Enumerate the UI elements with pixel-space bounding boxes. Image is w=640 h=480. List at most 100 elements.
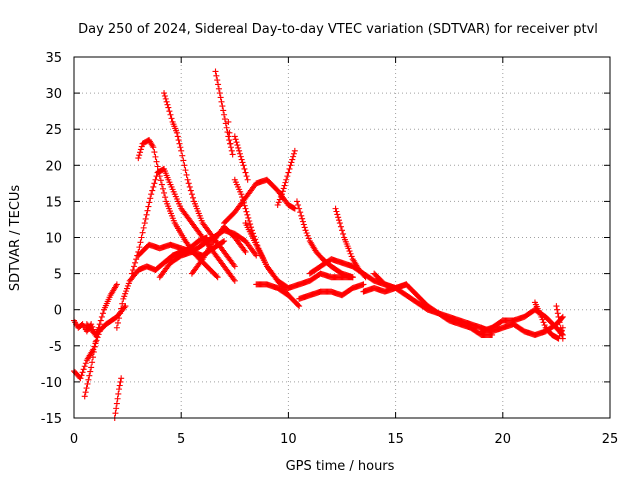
data-point xyxy=(223,124,230,131)
data-point xyxy=(287,162,294,169)
data-point xyxy=(340,230,347,237)
data-point xyxy=(284,291,291,298)
data-point xyxy=(215,81,222,88)
data-point xyxy=(184,176,191,183)
data-point xyxy=(241,247,248,254)
data-point xyxy=(176,140,183,147)
data-point xyxy=(138,234,145,241)
data-point xyxy=(166,108,173,115)
data-point xyxy=(121,304,128,311)
data-point xyxy=(82,389,89,396)
data-point xyxy=(299,218,306,225)
data-point xyxy=(183,171,190,178)
data-point xyxy=(144,207,151,214)
data-point xyxy=(186,183,193,190)
data-point xyxy=(84,380,91,387)
data-point xyxy=(214,274,221,281)
data-point xyxy=(114,395,121,402)
data-point xyxy=(154,163,161,170)
data-point xyxy=(337,223,344,230)
data-point xyxy=(346,248,353,255)
data-point xyxy=(117,378,124,385)
data-point xyxy=(98,313,105,320)
data-point xyxy=(300,221,307,228)
data-point xyxy=(216,90,223,97)
data-point xyxy=(304,232,311,239)
data-point xyxy=(151,180,158,187)
data-point xyxy=(556,319,563,326)
data-point xyxy=(181,162,188,169)
data-point xyxy=(349,274,356,281)
y-tick-label: -5 xyxy=(49,340,62,355)
data-point xyxy=(80,366,87,373)
data-point xyxy=(122,290,129,297)
data-point xyxy=(244,176,251,183)
series-s12 xyxy=(188,223,249,277)
data-point xyxy=(132,259,139,266)
y-axis-label: SDTVAR / TECUs xyxy=(8,185,23,292)
data-point xyxy=(116,382,123,389)
data-point xyxy=(332,205,339,212)
series-s5 xyxy=(111,375,125,421)
data-point xyxy=(347,250,354,257)
data-point xyxy=(161,92,168,99)
data-point xyxy=(226,137,233,144)
data-point xyxy=(83,385,90,392)
data-point xyxy=(362,274,369,281)
data-point xyxy=(282,179,289,186)
data-point xyxy=(334,211,341,218)
data-point xyxy=(138,143,145,150)
data-point xyxy=(253,252,260,259)
data-point xyxy=(335,217,342,224)
data-point xyxy=(242,248,249,255)
data-point xyxy=(125,280,132,287)
y-tick-label: 10 xyxy=(45,232,62,247)
data-point xyxy=(220,107,227,114)
data-point xyxy=(115,390,122,397)
data-point xyxy=(225,133,232,140)
data-point xyxy=(133,256,140,263)
data-point xyxy=(165,104,172,111)
data-point xyxy=(91,343,98,350)
data-point xyxy=(150,144,157,151)
data-point xyxy=(335,214,342,221)
data-point xyxy=(221,238,228,245)
data-point xyxy=(557,324,564,331)
data-point xyxy=(219,103,226,110)
data-point xyxy=(239,159,246,166)
data-point xyxy=(554,310,561,317)
data-point xyxy=(218,98,225,105)
data-point xyxy=(123,285,130,292)
y-tick-label: 30 xyxy=(45,87,62,102)
data-point xyxy=(159,185,166,192)
data-point xyxy=(234,142,241,149)
data-point xyxy=(245,214,252,221)
data-point xyxy=(168,115,175,122)
x-tick-label: 15 xyxy=(387,432,404,447)
data-point xyxy=(360,281,367,288)
data-point xyxy=(92,338,99,345)
data-point xyxy=(162,194,169,201)
data-point xyxy=(252,251,259,258)
data-point xyxy=(247,221,254,228)
x-tick-label: 25 xyxy=(602,432,619,447)
data-point xyxy=(179,152,186,159)
data-point xyxy=(167,111,174,118)
data-point xyxy=(361,273,368,280)
data-point xyxy=(116,386,123,393)
data-point xyxy=(136,244,143,251)
y-tick-label: 0 xyxy=(54,304,62,319)
y-tick-label: 15 xyxy=(45,195,62,210)
data-point xyxy=(288,159,295,166)
data-point xyxy=(277,193,284,200)
data-point xyxy=(122,303,129,310)
data-point xyxy=(177,144,184,151)
data-point xyxy=(148,191,155,198)
data-point xyxy=(241,165,248,172)
data-point xyxy=(135,155,142,162)
data-point xyxy=(82,360,89,367)
data-point xyxy=(554,306,561,313)
data-point xyxy=(236,150,243,157)
data-point xyxy=(345,245,352,252)
